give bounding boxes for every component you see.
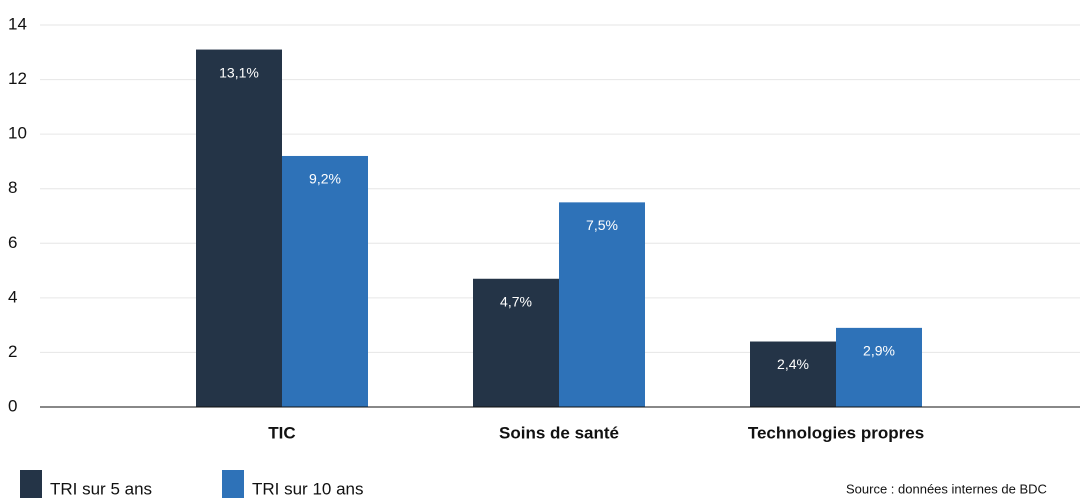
value-label: 9,2%	[309, 171, 341, 187]
y-tick-label: 6	[8, 233, 17, 252]
value-label: 7,5%	[586, 217, 618, 233]
bar	[559, 202, 645, 407]
y-tick-label: 10	[8, 124, 27, 143]
bar	[836, 327, 922, 407]
value-label: 4,7%	[500, 293, 532, 309]
bar	[473, 278, 559, 407]
bar	[196, 49, 282, 408]
x-tick-label: Technologies propres	[748, 423, 924, 442]
y-tick-label: 14	[8, 14, 27, 33]
y-tick-label: 12	[8, 69, 27, 88]
legend-label: TRI sur 5 ans	[50, 479, 152, 498]
legend-swatch	[222, 470, 244, 498]
bar	[282, 155, 368, 407]
legend-swatch	[20, 470, 42, 498]
legend-label: TRI sur 10 ans	[252, 479, 364, 498]
y-tick-label: 0	[8, 396, 17, 415]
x-tick-label: Soins de santé	[499, 423, 619, 442]
value-label: 2,9%	[863, 343, 895, 359]
y-tick-label: 8	[8, 178, 17, 197]
y-tick-label: 4	[8, 287, 17, 306]
value-label: 13,1%	[219, 64, 259, 80]
y-tick-label: 2	[8, 342, 17, 361]
source-note: Source : données internes de BDC	[846, 481, 1047, 496]
bar	[750, 341, 836, 407]
value-label: 2,4%	[777, 356, 809, 372]
x-tick-label: TIC	[268, 423, 295, 442]
